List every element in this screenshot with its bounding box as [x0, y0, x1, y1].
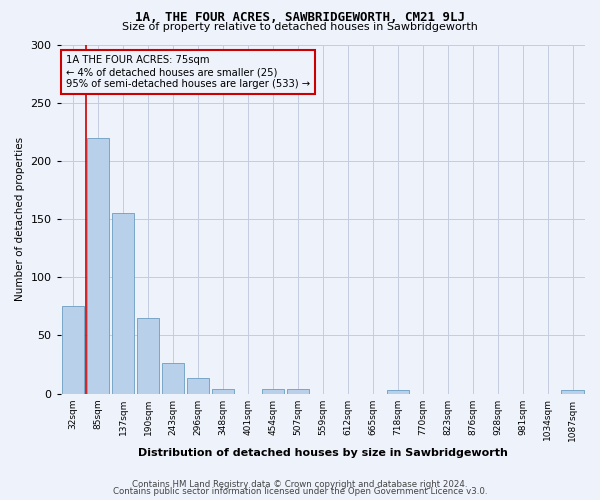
Bar — [162, 364, 184, 394]
Text: Contains HM Land Registry data © Crown copyright and database right 2024.: Contains HM Land Registry data © Crown c… — [132, 480, 468, 489]
X-axis label: Distribution of detached houses by size in Sawbridgeworth: Distribution of detached houses by size … — [138, 448, 508, 458]
Text: 1A THE FOUR ACRES: 75sqm
← 4% of detached houses are smaller (25)
95% of semi-de: 1A THE FOUR ACRES: 75sqm ← 4% of detache… — [66, 56, 310, 88]
Bar — [561, 390, 584, 394]
Bar — [62, 306, 85, 394]
Text: Size of property relative to detached houses in Sawbridgeworth: Size of property relative to detached ho… — [122, 22, 478, 32]
Y-axis label: Number of detached properties: Number of detached properties — [15, 137, 25, 302]
Bar — [137, 318, 160, 394]
Bar — [262, 389, 284, 394]
Bar — [87, 138, 109, 394]
Text: Contains public sector information licensed under the Open Government Licence v3: Contains public sector information licen… — [113, 487, 487, 496]
Bar — [112, 214, 134, 394]
Bar — [386, 390, 409, 394]
Bar — [287, 389, 309, 394]
Bar — [187, 378, 209, 394]
Text: 1A, THE FOUR ACRES, SAWBRIDGEWORTH, CM21 9LJ: 1A, THE FOUR ACRES, SAWBRIDGEWORTH, CM21… — [135, 11, 465, 24]
Bar — [212, 389, 234, 394]
